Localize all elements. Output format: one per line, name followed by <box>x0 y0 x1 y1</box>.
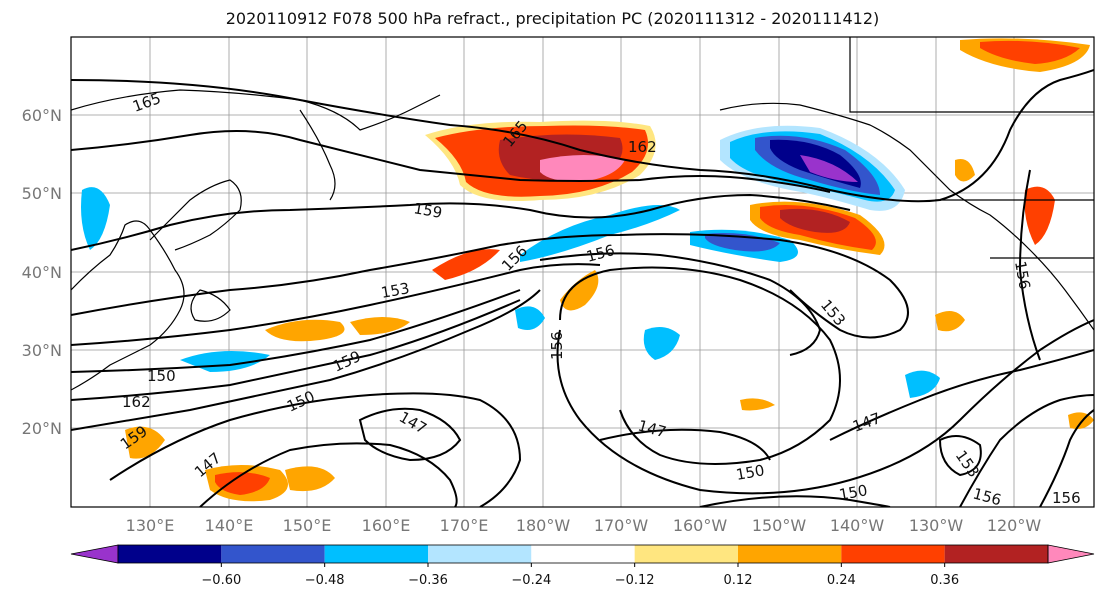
colorbar-segment <box>324 545 428 563</box>
positive-anomaly-region <box>285 466 335 492</box>
lon-tick-label: 160°E <box>362 516 411 535</box>
lon-tick-label: 120°W <box>987 516 1042 535</box>
positive-anomaly-region <box>935 311 965 332</box>
longitude-axis: 130°E 140°E 150°E 160°E 170°E 180°W 170°… <box>126 516 1042 535</box>
positive-anomaly-region <box>740 398 775 411</box>
contour-label: 159 <box>412 199 443 222</box>
colorbar-tick-label: −0.12 <box>615 573 655 588</box>
negative-anomaly-region <box>520 205 680 262</box>
lat-tick-label: 60°N <box>22 106 62 125</box>
colorbar-segment <box>118 545 222 563</box>
colorbar-segment <box>221 545 325 563</box>
colorbar-tick-label: 0.24 <box>827 573 856 588</box>
positive-anomaly-region <box>540 155 625 182</box>
lon-tick-label: 150°W <box>752 516 807 535</box>
positive-anomaly-region <box>125 426 165 459</box>
colorbar-segment <box>841 545 945 563</box>
lon-tick-label: 160°W <box>673 516 728 535</box>
contour-label: 150 <box>147 367 176 385</box>
positive-anomaly-region <box>980 40 1080 64</box>
colorbar-segment <box>634 545 738 563</box>
map-title: 2020110912 F078 500 hPa refract., precip… <box>225 9 880 28</box>
lat-tick-label: 20°N <box>22 419 62 438</box>
positive-anomaly-region <box>215 472 270 495</box>
positive-anomaly-region <box>560 270 599 311</box>
coastlines <box>71 37 1094 391</box>
contour-label: 156 <box>548 331 566 360</box>
contour-label: 156 <box>1011 260 1034 291</box>
lon-tick-label: 180°W <box>516 516 571 535</box>
contour-label: 162 <box>122 393 151 411</box>
colorbar-frame <box>117 544 1049 564</box>
positive-anomaly-region <box>432 249 500 280</box>
contour-label: 156 <box>1052 489 1081 507</box>
colorbar-segment <box>944 545 1048 563</box>
colorbar-segment <box>428 545 532 563</box>
positive-anomaly-region <box>780 208 850 233</box>
contour-label: 156 <box>971 484 1003 509</box>
lon-tick-label: 130°W <box>909 516 964 535</box>
colorbar-tick-label: −0.24 <box>511 573 551 588</box>
colorbar-segment <box>531 545 635 563</box>
colorbar-segment <box>738 545 842 563</box>
lon-tick-label: 130°E <box>126 516 175 535</box>
lon-tick-label: 140°E <box>205 516 254 535</box>
negative-anomaly-region <box>800 155 858 182</box>
positive-anomaly-region <box>350 317 410 335</box>
lon-tick-label: 170°E <box>440 516 489 535</box>
contour-label: 153 <box>380 279 411 302</box>
lon-tick-label: 140°W <box>830 516 885 535</box>
negative-anomaly-region <box>81 187 110 250</box>
contour-label: 150 <box>735 461 766 484</box>
lat-tick-label: 30°N <box>22 341 62 360</box>
positive-anomaly-region <box>265 319 345 342</box>
positive-anomaly-region <box>1024 186 1055 245</box>
latitude-axis: 20°N 30°N 40°N 50°N 60°N <box>22 106 62 438</box>
lat-tick-label: 50°N <box>22 184 62 203</box>
colorbar-extend-min <box>70 544 119 564</box>
map-frame <box>70 36 1095 508</box>
contour-label: 150 <box>838 481 869 504</box>
lat-tick-label: 40°N <box>22 263 62 282</box>
colorbar-tick-label: −0.60 <box>201 573 241 588</box>
positive-anomaly-region <box>955 159 975 182</box>
colorbar-tick-label: 0.12 <box>724 573 753 588</box>
colorbar-tick-label: 0.36 <box>930 573 959 588</box>
contour-label: 162 <box>628 138 657 156</box>
lon-tick-label: 150°E <box>283 516 332 535</box>
colorbar-extend-max <box>1047 544 1095 564</box>
colorbar-tick-label: −0.36 <box>408 573 448 588</box>
colorbar: −0.60 −0.48 −0.36 −0.24 −0.12 0.12 0.24 0.36 <box>70 544 1095 588</box>
negative-anomaly-region <box>643 326 680 360</box>
negative-anomaly-region <box>515 306 545 331</box>
lon-tick-label: 170°W <box>594 516 649 535</box>
colorbar-tick-label: −0.48 <box>305 573 345 588</box>
refractivity-contours <box>71 69 1094 507</box>
map-plot-area: 165 165 162 159 156 156 153 153 150 150 … <box>71 37 1094 509</box>
negative-anomaly-region <box>905 370 940 398</box>
